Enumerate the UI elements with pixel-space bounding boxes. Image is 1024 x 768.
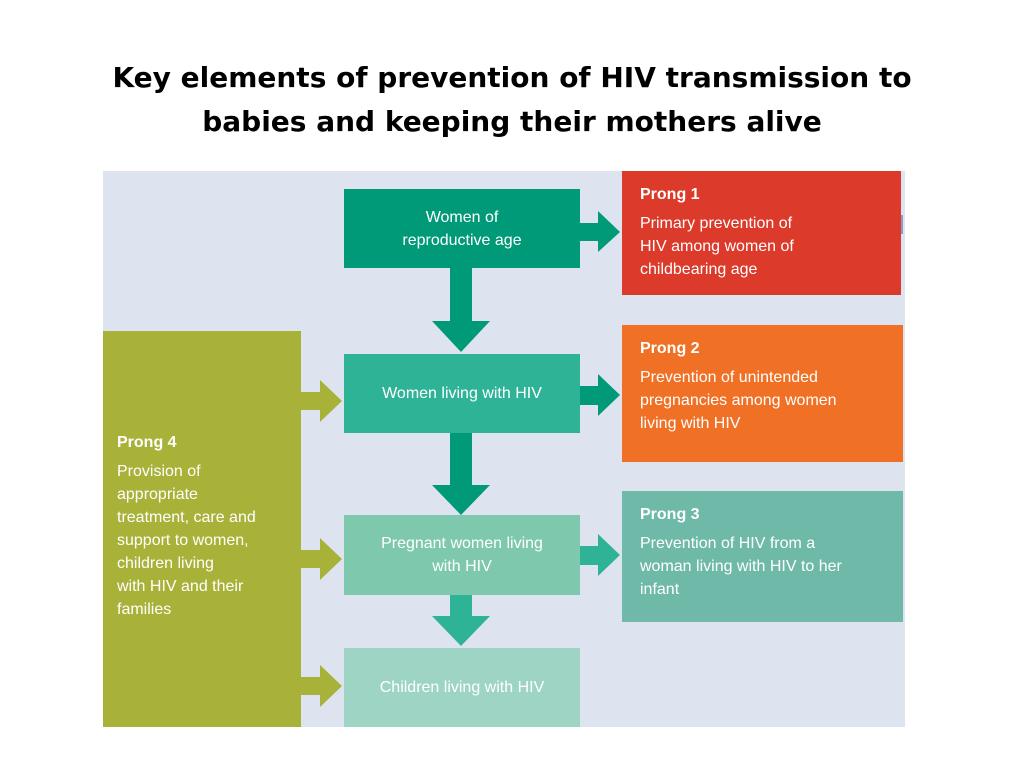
prong-1-box: Prong 1 Primary prevention of HIV among … (622, 171, 901, 295)
prong-1-line: Primary prevention of (640, 215, 793, 232)
prong-4-text: Provision of appropriate treatment, care… (117, 460, 287, 621)
title-line-2: babies and keeping their mothers alive (202, 105, 822, 138)
prong-1-line: childbearing age (640, 261, 758, 278)
prong-2-text: Prevention of unintended pregnancies amo… (640, 366, 885, 435)
prong-1-title: Prong 1 (640, 186, 700, 203)
prong-1-line: HIV among women of (640, 238, 794, 255)
women-reproductive-line: reproductive age (402, 231, 522, 249)
right-arrow-prong-2 (580, 374, 620, 416)
women-living-with-hiv-box: Women living with HIV (344, 354, 580, 433)
down-arrow-3 (432, 595, 490, 646)
prong-3-text: Prevention of HIV from a woman living wi… (640, 532, 885, 601)
prong-4-line: Provision of (117, 463, 201, 480)
prong-3-box: Prong 3 Prevention of HIV from a woman l… (622, 491, 903, 622)
pregnant-line: with HIV (432, 558, 492, 575)
prong-4-title: Prong 4 (117, 434, 177, 451)
prong-2-line: pregnancies among women (640, 392, 837, 409)
connector-edge-1 (900, 215, 903, 234)
prong-4-line: treatment, care and (117, 509, 256, 526)
children-living-with-hiv-box: Children living with HIV (344, 648, 580, 727)
children-label: Children living with HIV (379, 679, 545, 696)
right-arrow-prong-1 (580, 211, 620, 252)
prong-4-arrow-1 (301, 380, 342, 422)
pregnant-women-box: Pregnant women living with HIV (344, 515, 580, 595)
prong-2-line: Prevention of unintended (640, 369, 818, 386)
women-reproductive-age-box: Women of reproductive age (344, 189, 580, 268)
prong-3-line: infant (640, 581, 680, 598)
slide-title: Key elements of prevention of HIV transm… (40, 56, 984, 144)
prong-2-box: Prong 2 Prevention of unintended pregnan… (622, 325, 903, 462)
prong-4-line: with HIV and their (117, 578, 244, 595)
down-arrow-2 (432, 433, 490, 515)
prong-4-arrow-2 (301, 538, 342, 580)
prong-4-line: families (117, 601, 172, 618)
pregnant-line: Pregnant women living (381, 535, 543, 552)
prong-3-title: Prong 3 (640, 506, 700, 523)
prong-4-line: support to women, (117, 532, 249, 549)
prong-4-arrow-3 (301, 665, 342, 707)
prong-4-box: Prong 4 Provision of appropriate treatme… (103, 331, 301, 727)
prong-3-line: woman living with HIV to her (640, 558, 842, 575)
prong-4-line: children living (117, 555, 214, 572)
women-reproductive-line: Women of (425, 208, 499, 226)
prong-3-line: Prevention of HIV from a (640, 535, 816, 552)
title-line-1: Key elements of prevention of HIV transm… (112, 61, 912, 94)
prong-2-line: living with HIV (640, 415, 741, 432)
prong-1-text: Primary prevention of HIV among women of… (640, 212, 883, 281)
women-hiv-label: Women living with HIV (382, 385, 542, 402)
prong-4-line: appropriate (117, 486, 198, 503)
right-arrow-prong-3 (580, 534, 620, 576)
down-arrow-1 (432, 268, 490, 352)
prong-2-title: Prong 2 (640, 340, 700, 357)
